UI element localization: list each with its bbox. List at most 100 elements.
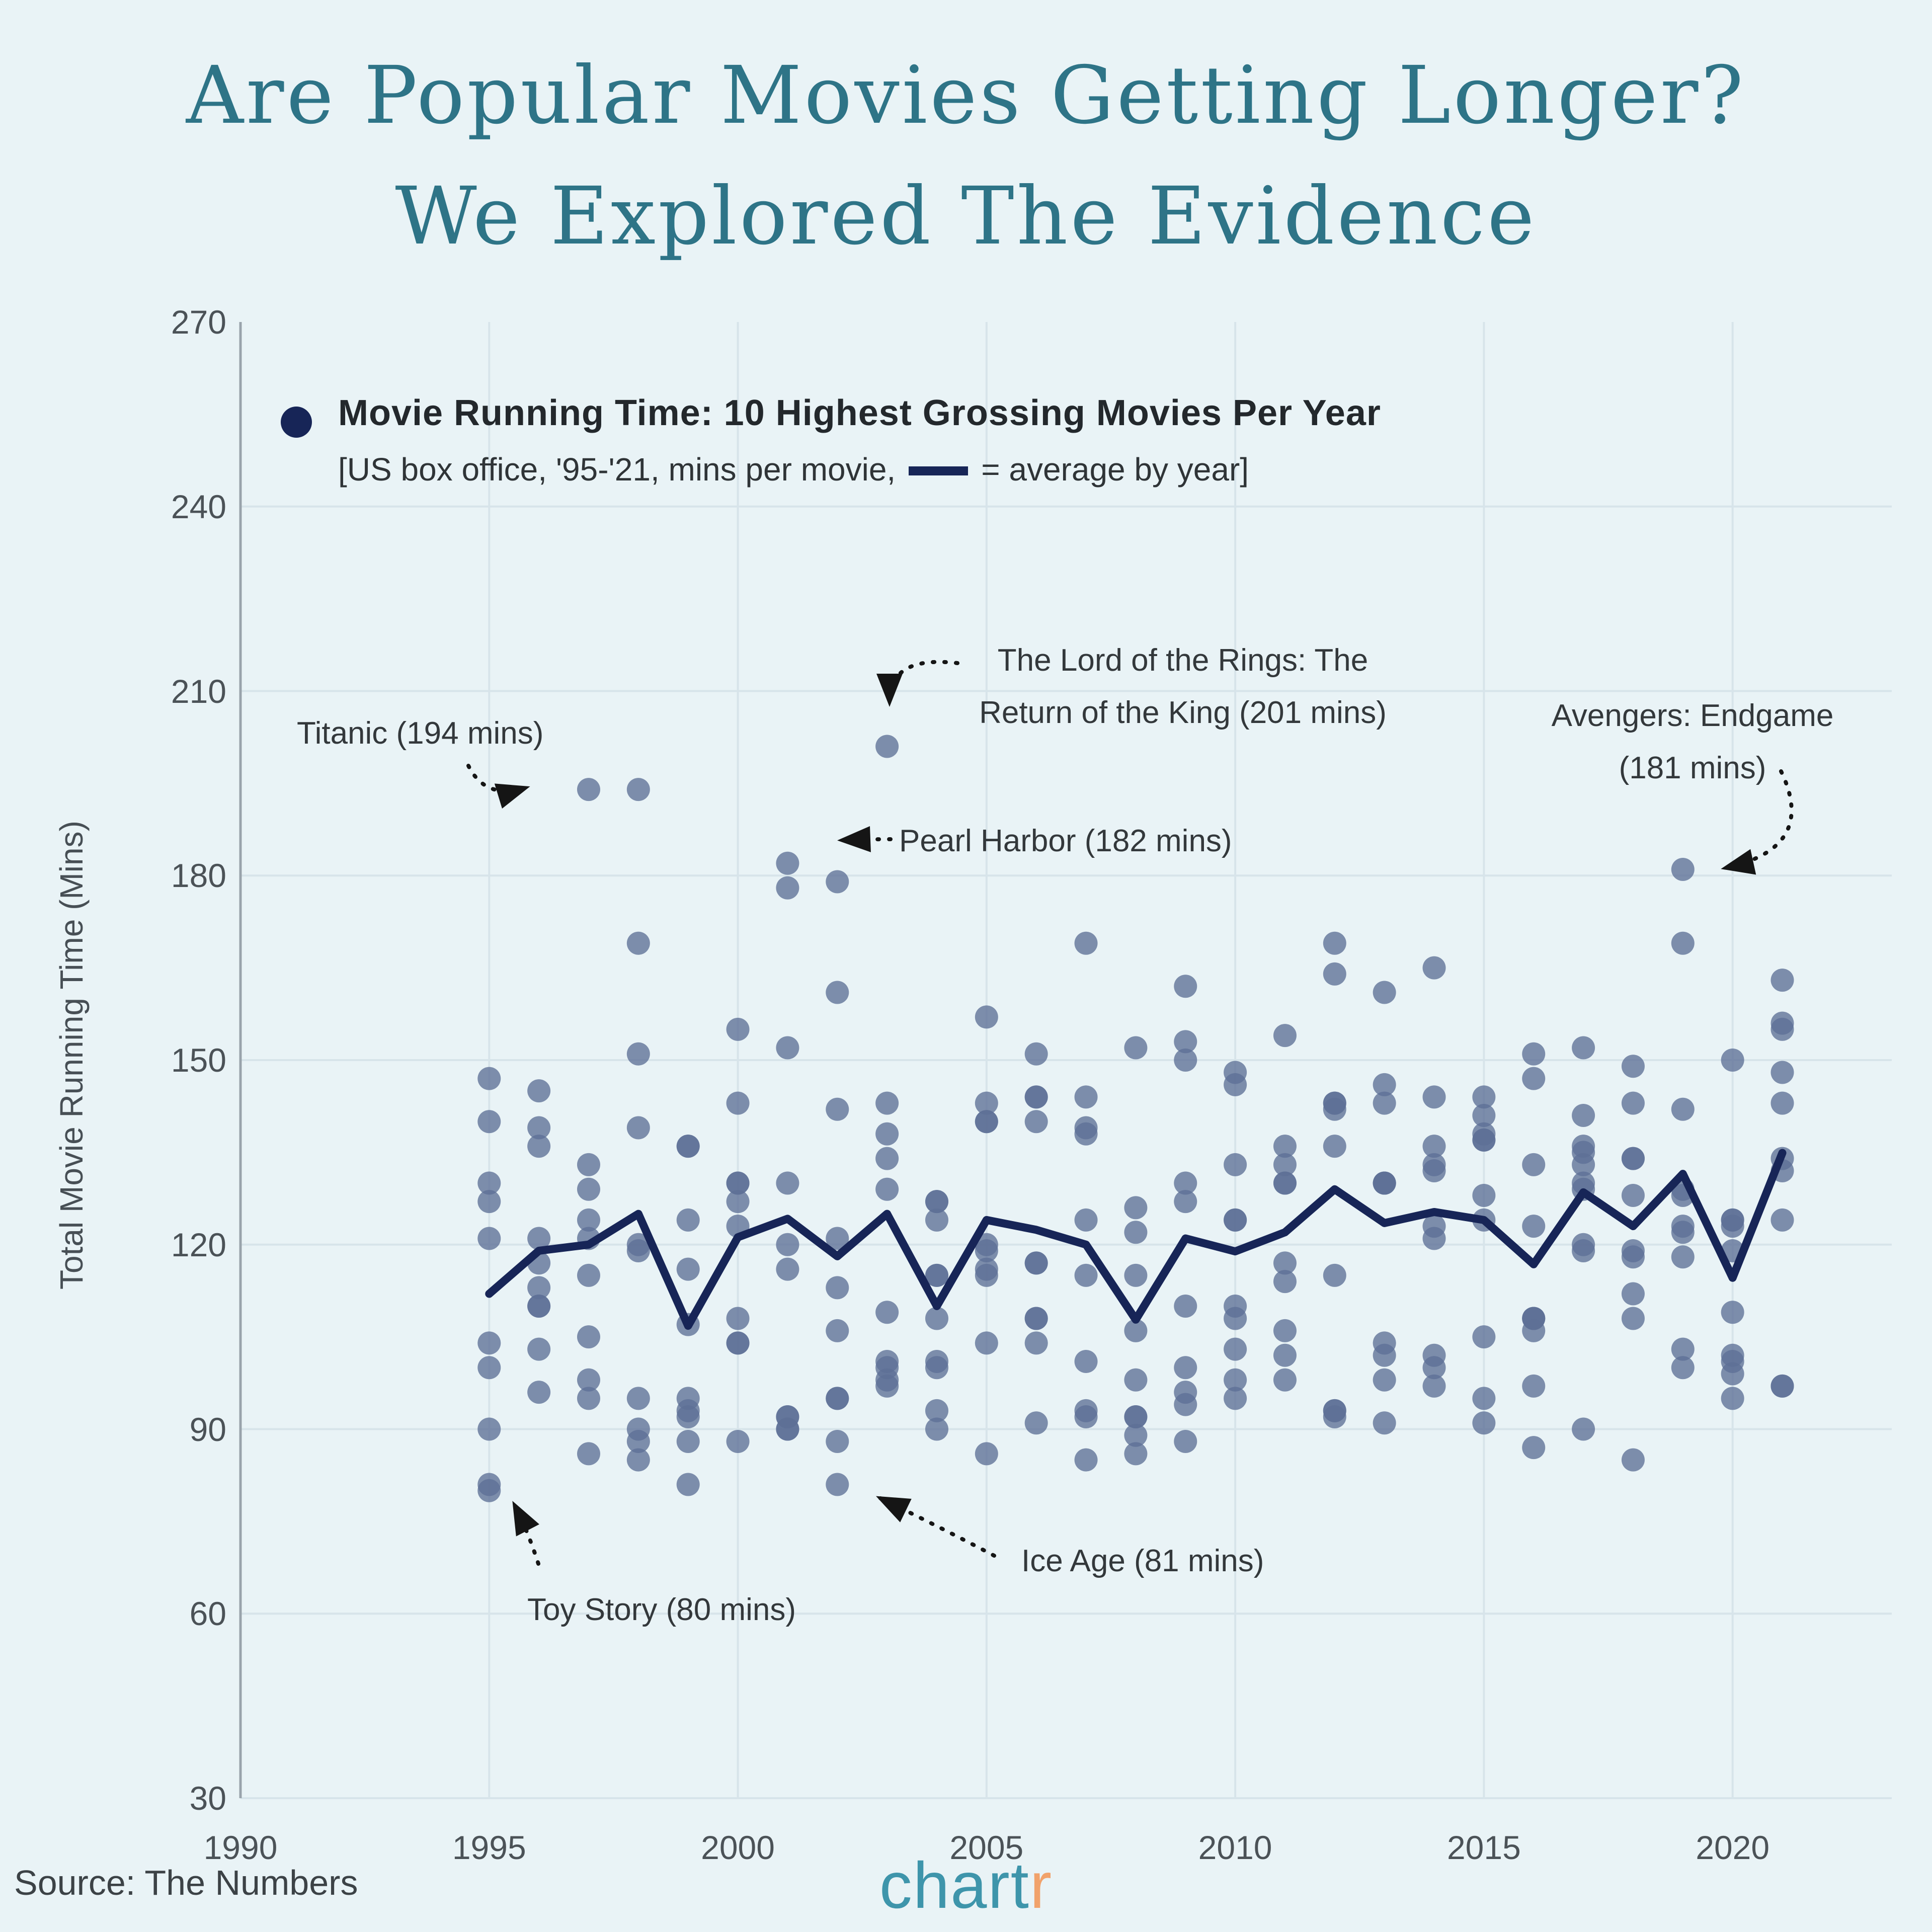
movie-dot-2011 — [1273, 1024, 1297, 1048]
movie-dot-1995 — [477, 1331, 501, 1355]
title-line-1: Are Popular Movies Getting Longer? — [186, 49, 1746, 142]
movie-dot-2010 — [1224, 1153, 1247, 1176]
annotation-pearl-harbor: Pearl Harbor (182 mins) — [837, 824, 1232, 858]
movie-dot-2013 — [1373, 1091, 1396, 1115]
annotation-label-pearl-harbor: Pearl Harbor (182 mins) — [899, 824, 1232, 858]
movie-dot-2017 — [1572, 1233, 1595, 1256]
movie-dot-2010 — [1224, 1295, 1247, 1318]
movie-dot-1998 — [626, 1417, 650, 1441]
x-tick-2010: 2010 — [1198, 1829, 1272, 1866]
movie-dot-2006 — [1024, 1331, 1048, 1355]
movie-dot-1997 — [577, 1325, 600, 1349]
movie-dot-1995 — [477, 1110, 501, 1134]
movie-dot-2013 — [1373, 981, 1396, 1004]
movie-dot-2004 — [925, 1263, 948, 1287]
movie-dot-2018 — [1621, 1307, 1645, 1330]
annotation-arrow-avengers-endgame — [1721, 769, 1794, 875]
movie-dot-2019 — [1671, 931, 1695, 955]
annotation-toy-story: Toy Story (80 mins) — [512, 1501, 796, 1627]
y-tick-120: 120 — [171, 1226, 226, 1263]
movie-dot-2018 — [1621, 1239, 1645, 1262]
movie-dot-2016 — [1522, 1436, 1546, 1460]
movie-dot-2011 — [1273, 1343, 1297, 1367]
y-tick-210: 210 — [171, 672, 226, 710]
y-tick-240: 240 — [171, 488, 226, 525]
movie-dot-2013 — [1373, 1073, 1396, 1096]
movie-dot-2009 — [1174, 1429, 1197, 1453]
movie-dot-2015 — [1472, 1325, 1496, 1349]
movie-dot-2002 — [826, 1387, 849, 1410]
movie-dot-2019 — [1671, 858, 1695, 881]
movie-dot-2006 — [1024, 1042, 1048, 1066]
gridlines — [239, 322, 1892, 1799]
chart-legend: Movie Running Time: 10 Highest Grossing … — [281, 392, 1381, 488]
movie-dot-2015 — [1472, 1183, 1496, 1207]
movie-dot-2019 — [1671, 1337, 1695, 1361]
annotation-titanic: Titanic (194 mins) — [297, 716, 543, 809]
movie-dot-2013 — [1373, 1171, 1396, 1195]
movie-dot-2016 — [1522, 1067, 1546, 1090]
movie-dot-2007 — [1074, 1263, 1098, 1287]
source-credit: Source: The Numbers — [14, 1863, 358, 1902]
y-tick-270: 270 — [171, 303, 226, 341]
annotation-arrow-titanic — [466, 764, 530, 809]
movie-dot-2008 — [1124, 1196, 1148, 1220]
movie-dot-2016 — [1522, 1153, 1546, 1176]
movie-dot-2007 — [1074, 1085, 1098, 1109]
movie-dot-2005 — [975, 1331, 998, 1355]
x-tick-2020: 2020 — [1696, 1829, 1770, 1866]
movie-dot-2000 — [726, 1171, 750, 1195]
movie-dot-2013 — [1373, 1331, 1396, 1355]
movie-dot-1997 — [577, 1208, 600, 1232]
movie-dot-2015 — [1472, 1104, 1496, 1128]
movie-dot-2001 — [776, 876, 799, 900]
movie-dot-2002 — [826, 870, 849, 894]
movie-dot-2004 — [925, 1208, 948, 1232]
movie-dot-2002 — [826, 1473, 849, 1496]
movie-dot-2015 — [1472, 1122, 1496, 1146]
movie-dot-2000 — [726, 1331, 750, 1355]
plot-area: Titanic (194 mins) The Lord of the Rings:… — [239, 322, 1892, 1799]
movie-dot-2012 — [1323, 1135, 1346, 1158]
movie-dot-2006 — [1024, 1085, 1048, 1109]
movie-dot-2021 — [1770, 1091, 1794, 1115]
movie-dot-2002 — [826, 1319, 849, 1342]
movie-dot-1995 — [477, 1171, 501, 1195]
movie-dot-2005 — [975, 1442, 998, 1466]
movie-dot-1998 — [626, 1042, 650, 1066]
movie-dot-2011 — [1273, 1319, 1297, 1342]
movie-dot-2019 — [1671, 1097, 1695, 1121]
movie-dot-1995 — [477, 1417, 501, 1441]
movie-dot-2003 — [875, 735, 899, 758]
legend-subtitle-suffix: = average by year] — [981, 451, 1249, 488]
movie-dot-2020 — [1721, 1343, 1744, 1367]
movie-dot-2013 — [1373, 1368, 1396, 1392]
x-tick-2005: 2005 — [949, 1829, 1024, 1866]
movie-dot-2014 — [1422, 1135, 1446, 1158]
movie-dot-2008 — [1124, 1263, 1148, 1287]
y-tick-60: 60 — [189, 1595, 226, 1633]
movie-dot-1996 — [527, 1381, 551, 1404]
movie-dot-2005 — [975, 1091, 998, 1115]
movie-dot-2014 — [1422, 1343, 1446, 1367]
movie-dot-1998 — [626, 931, 650, 955]
annotations: Titanic (194 mins) The Lord of the Rings:… — [297, 643, 1833, 1627]
legend-subtitle-prefix: [US box office, '95-'21, mins per movie, — [338, 451, 896, 488]
movie-dot-2008 — [1124, 1319, 1148, 1342]
movie-dot-2009 — [1174, 975, 1197, 998]
chartr-logo-chart: chart — [879, 1848, 1030, 1922]
movie-dot-1997 — [577, 1387, 600, 1410]
movie-dot-2018 — [1621, 1183, 1645, 1207]
y-tick-150: 150 — [171, 1041, 226, 1079]
movie-dot-1996 — [527, 1135, 551, 1158]
x-tick-1990: 1990 — [203, 1829, 278, 1866]
scatter-dot-legend-icon — [281, 407, 312, 438]
movie-dot-2017 — [1572, 1036, 1595, 1060]
movie-dot-2019 — [1671, 1356, 1695, 1380]
movie-dot-1996 — [527, 1079, 551, 1103]
movie-dot-1995 — [477, 1067, 501, 1090]
movie-dot-1995 — [477, 1190, 501, 1214]
movie-dot-2004 — [925, 1417, 948, 1441]
movie-dot-2016 — [1522, 1374, 1546, 1398]
movie-dot-2006 — [1024, 1110, 1048, 1134]
